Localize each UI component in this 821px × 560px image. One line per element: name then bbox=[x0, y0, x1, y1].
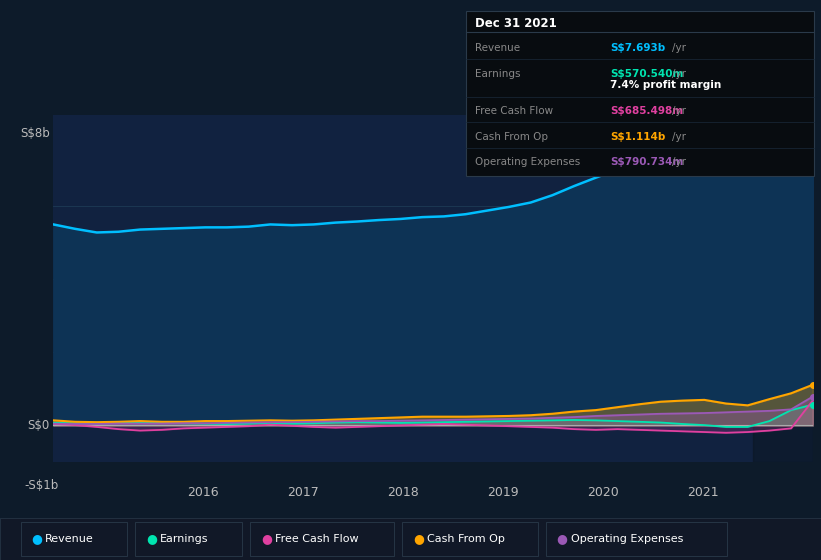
Text: /yr: /yr bbox=[672, 106, 686, 116]
Text: S$0: S$0 bbox=[27, 419, 49, 432]
Text: /yr: /yr bbox=[672, 43, 686, 53]
Text: ●: ● bbox=[413, 533, 424, 545]
Bar bbox=[753, 115, 813, 462]
Text: /yr: /yr bbox=[672, 157, 686, 167]
Text: Revenue: Revenue bbox=[475, 43, 520, 53]
Text: 2017: 2017 bbox=[287, 486, 319, 500]
Text: Cash From Op: Cash From Op bbox=[427, 534, 505, 544]
Text: /yr: /yr bbox=[672, 132, 686, 142]
Text: Operating Expenses: Operating Expenses bbox=[571, 534, 683, 544]
Text: ●: ● bbox=[146, 533, 157, 545]
Text: Cash From Op: Cash From Op bbox=[475, 132, 548, 142]
Text: Earnings: Earnings bbox=[160, 534, 209, 544]
Text: 2020: 2020 bbox=[587, 486, 619, 500]
Text: /yr: /yr bbox=[672, 68, 686, 78]
Text: S$1.114b: S$1.114b bbox=[610, 132, 665, 142]
Text: ●: ● bbox=[557, 533, 567, 545]
Text: 7.4% profit margin: 7.4% profit margin bbox=[610, 80, 722, 90]
Text: 2018: 2018 bbox=[388, 486, 419, 500]
Text: Revenue: Revenue bbox=[45, 534, 94, 544]
Text: -S$1b: -S$1b bbox=[25, 479, 59, 492]
Text: S$8b: S$8b bbox=[20, 127, 49, 139]
Text: S$790.734m: S$790.734m bbox=[610, 157, 683, 167]
Text: 2016: 2016 bbox=[187, 486, 219, 500]
Text: Free Cash Flow: Free Cash Flow bbox=[475, 106, 553, 116]
Text: Free Cash Flow: Free Cash Flow bbox=[275, 534, 359, 544]
Text: ●: ● bbox=[31, 533, 42, 545]
Text: Earnings: Earnings bbox=[475, 68, 520, 78]
Text: S$685.498m: S$685.498m bbox=[610, 106, 683, 116]
Text: 2021: 2021 bbox=[687, 486, 718, 500]
Text: S$7.693b: S$7.693b bbox=[610, 43, 665, 53]
Text: 2019: 2019 bbox=[487, 486, 519, 500]
Text: Operating Expenses: Operating Expenses bbox=[475, 157, 580, 167]
Text: S$570.540m: S$570.540m bbox=[610, 68, 683, 78]
Text: Dec 31 2021: Dec 31 2021 bbox=[475, 17, 557, 30]
Text: ●: ● bbox=[261, 533, 272, 545]
